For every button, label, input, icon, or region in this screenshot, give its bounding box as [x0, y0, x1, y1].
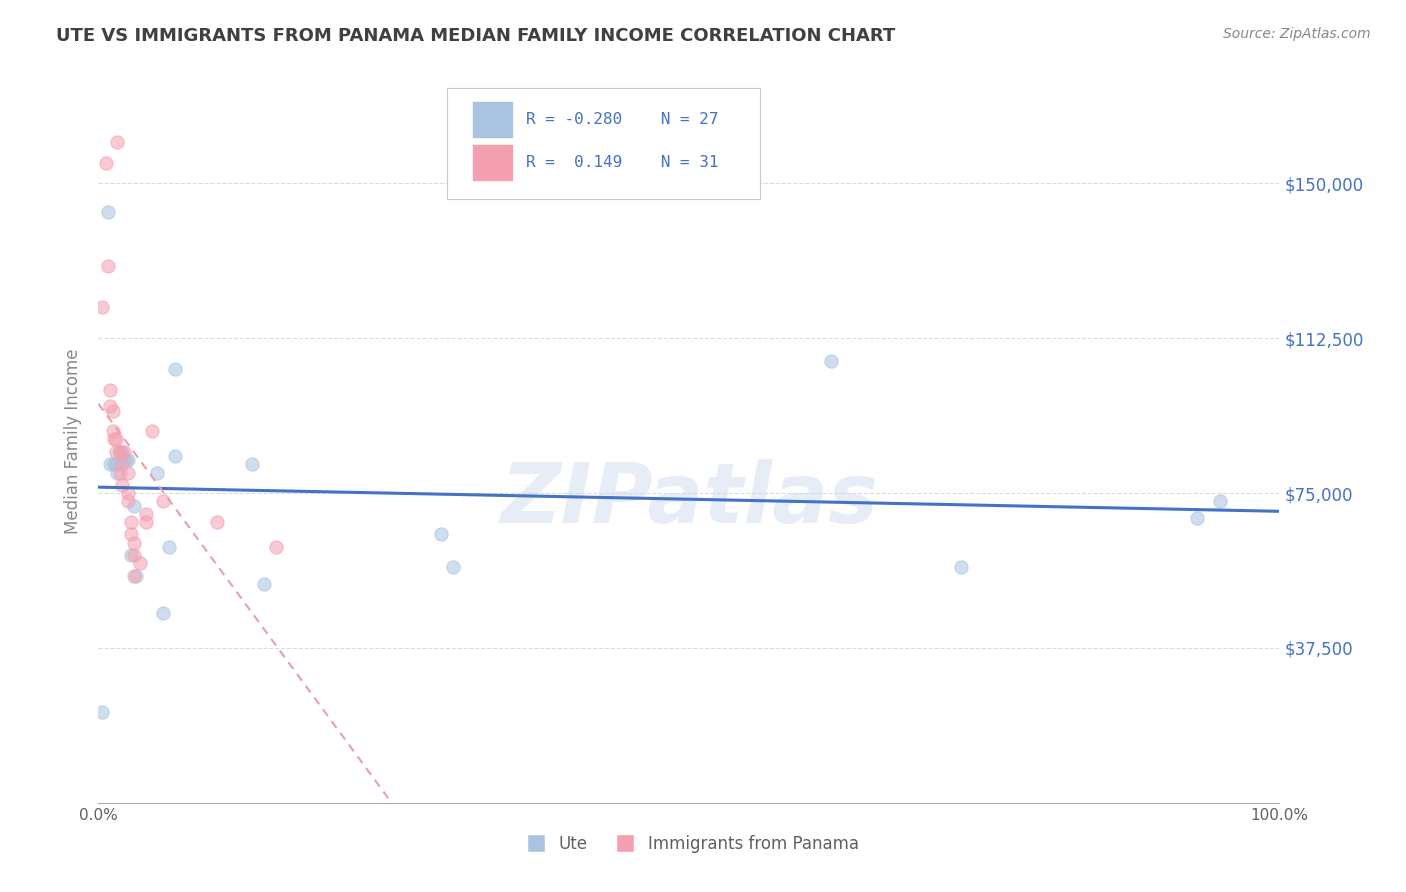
Text: R = -0.280    N = 27: R = -0.280 N = 27 [526, 112, 718, 127]
Point [108, 445, 131, 459]
Point [152, 606, 174, 620]
Point [103, 433, 125, 447]
Text: ZIPatlas: ZIPatlas [501, 458, 877, 540]
Point [114, 453, 136, 467]
Point [105, 433, 128, 447]
Point [112, 453, 135, 467]
Point [949, 560, 972, 574]
Point [1209, 494, 1232, 508]
Point [91, 705, 114, 719]
Point [105, 135, 128, 149]
Point [121, 548, 143, 562]
Point [122, 548, 145, 562]
Point [112, 445, 135, 459]
Point [122, 535, 145, 549]
Point [128, 557, 150, 571]
Point [253, 577, 276, 591]
Point [97, 205, 120, 219]
Point [122, 499, 145, 513]
Point [152, 494, 174, 508]
Point [135, 507, 157, 521]
Point [121, 527, 143, 541]
Point [135, 515, 157, 529]
Text: Source: ZipAtlas.com: Source: ZipAtlas.com [1223, 27, 1371, 41]
Point [441, 560, 464, 574]
Point [117, 494, 139, 508]
Point [205, 515, 228, 529]
Bar [472, 145, 512, 179]
Y-axis label: Median Family Income: Median Family Income [65, 349, 83, 534]
Point [94, 156, 117, 170]
Legend: Ute, Immigrants from Panama: Ute, Immigrants from Panama [512, 828, 866, 860]
Point [101, 403, 124, 417]
Point [108, 466, 131, 480]
Point [117, 466, 139, 480]
Point [98, 457, 121, 471]
Point [98, 400, 121, 414]
Point [430, 527, 453, 541]
Point [141, 424, 163, 438]
Point [820, 354, 842, 368]
FancyBboxPatch shape [447, 87, 759, 200]
Text: UTE VS IMMIGRANTS FROM PANAMA MEDIAN FAMILY INCOME CORRELATION CHART: UTE VS IMMIGRANTS FROM PANAMA MEDIAN FAM… [56, 27, 896, 45]
Point [105, 466, 128, 480]
Point [105, 457, 128, 471]
Point [1185, 511, 1208, 525]
Point [157, 540, 180, 554]
Point [103, 457, 125, 471]
Point [98, 383, 121, 397]
Point [101, 424, 124, 438]
Point [111, 478, 134, 492]
Point [125, 568, 148, 582]
Point [111, 457, 134, 471]
Point [264, 540, 287, 554]
Point [117, 486, 139, 500]
Point [91, 301, 114, 315]
Point [105, 445, 128, 459]
Point [117, 453, 139, 467]
Point [122, 568, 145, 582]
Point [146, 466, 169, 480]
Text: R =  0.149    N = 31: R = 0.149 N = 31 [526, 154, 718, 169]
Point [121, 515, 143, 529]
Point [111, 445, 134, 459]
Bar [472, 102, 512, 136]
Point [240, 457, 263, 471]
Point [97, 259, 120, 273]
Point [165, 449, 187, 463]
Point [165, 362, 187, 376]
Point [108, 445, 131, 459]
